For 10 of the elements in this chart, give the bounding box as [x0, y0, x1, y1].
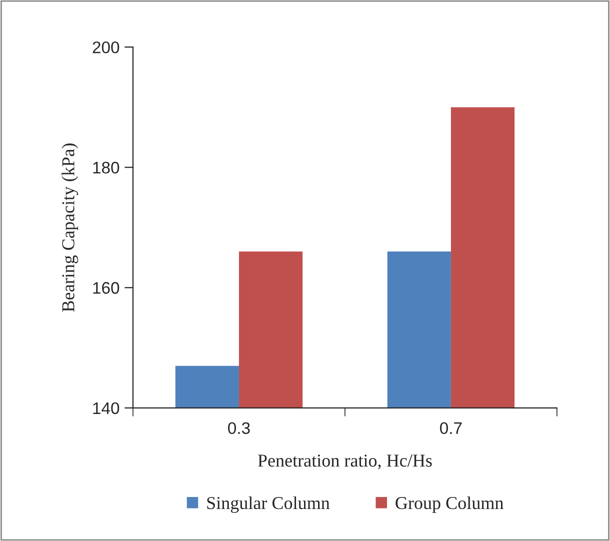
- y-axis-title: Bearing Capacity (kPa): [62, 144, 78, 312]
- x-axis-title: Penetration ratio, Hc/Hs: [258, 454, 432, 470]
- legend-label: Group Column: [396, 496, 504, 513]
- x-tick-label: 0.7: [440, 422, 462, 434]
- x-tick-label: 0.3: [228, 422, 250, 434]
- y-tick-label: 180: [93, 162, 120, 174]
- y-tick-label: 140: [93, 402, 120, 414]
- y-tick-label: 160: [93, 282, 120, 294]
- y-tick-label: 200: [92, 41, 120, 54]
- legend-label: Singular Column: [207, 496, 330, 513]
